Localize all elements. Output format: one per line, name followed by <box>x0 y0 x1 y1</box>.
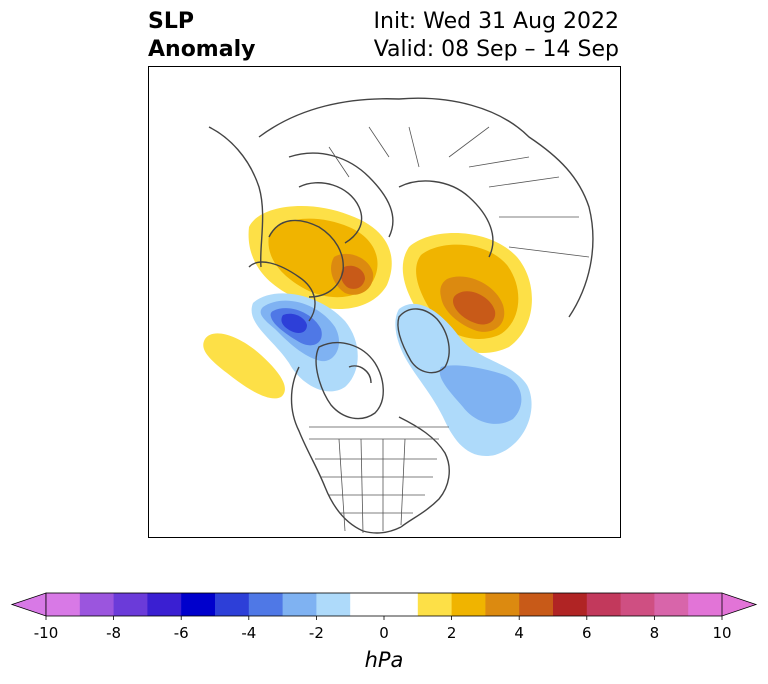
colorbar-segment <box>654 593 689 616</box>
colorbar-segment <box>451 593 486 616</box>
valid-time: Valid: 08 Sep – 14 Sep <box>373 37 619 62</box>
title-variable: SLP <box>148 9 194 34</box>
colorbar-tick-label: -8 <box>106 624 121 642</box>
forecast-times: Init: Wed 31 Aug 2022 Valid: 08 Sep – 14… <box>374 8 619 64</box>
colorbar-tick-label: -4 <box>241 624 256 642</box>
negative-anomaly-north-atlantic <box>395 303 532 457</box>
colorbar-segment <box>282 593 317 616</box>
colorbar-segment <box>620 593 655 616</box>
positive-anomaly-alaska <box>248 205 392 310</box>
init-time: Init: Wed 31 Aug 2022 <box>373 9 619 34</box>
colorbar-segment <box>46 593 81 616</box>
colorbar-segment <box>485 593 520 616</box>
colorbar-extend-low <box>10 592 47 617</box>
colorbar-tick-label: -2 <box>309 624 324 642</box>
colorbar-unit-label: hPa <box>365 648 404 672</box>
colorbar-tick-label: 0 <box>379 624 389 642</box>
colorbar-tick-label: -6 <box>174 624 189 642</box>
colorbar-tick-label: 4 <box>514 624 524 642</box>
colorbar-segment <box>350 593 385 616</box>
colorbar-segment <box>113 593 148 616</box>
colorbar-tick-label: 2 <box>447 624 457 642</box>
colorbar-segment <box>586 593 622 616</box>
positive-anomaly-pacific <box>203 333 285 399</box>
title-field: Anomaly <box>148 37 256 62</box>
colorbar-segment <box>147 593 182 616</box>
colorbar-segment <box>384 593 419 616</box>
map-canvas <box>149 67 620 537</box>
colorbar-extend-high <box>721 592 758 617</box>
colorbar-segment <box>553 593 588 616</box>
colorbar-ticks: -10 -8 -6 -4 -2 0 2 4 6 8 10 <box>34 616 732 642</box>
colorbar-segment <box>248 593 284 616</box>
colorbar-tick-label: 6 <box>582 624 592 642</box>
coastlines <box>208 97 594 534</box>
colorbar-segment <box>688 593 723 616</box>
colorbar-segment <box>181 593 216 616</box>
colorbar-segment <box>519 593 554 616</box>
map-title: SLP Anomaly <box>148 8 255 64</box>
colorbar-tick-label: 8 <box>650 624 660 642</box>
colorbar-segment <box>316 593 351 616</box>
colorbar-segment <box>215 593 250 616</box>
colorbar: -10 -8 -6 -4 -2 0 2 4 6 8 10 hPa <box>10 592 758 672</box>
colorbar-tick-label: 10 <box>712 624 731 642</box>
colorbar-segments <box>10 592 758 617</box>
colorbar-segment <box>79 593 115 616</box>
map-background <box>149 67 620 537</box>
political-borders <box>309 126 590 534</box>
colorbar-tick-label: -10 <box>34 624 59 642</box>
anomaly-map <box>148 66 621 538</box>
colorbar-segment <box>417 593 453 616</box>
